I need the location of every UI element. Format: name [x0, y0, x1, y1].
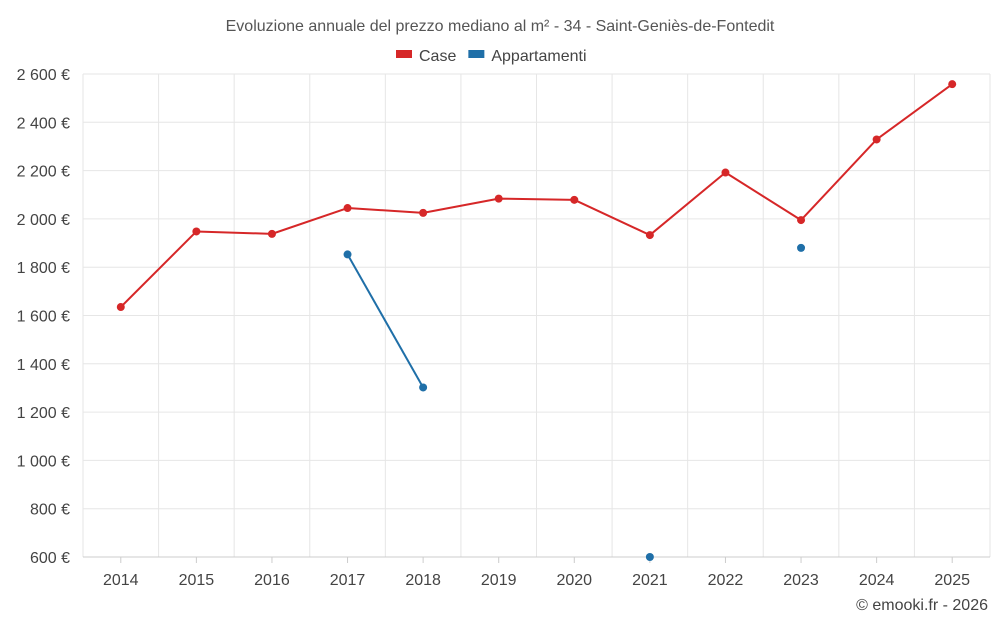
data-point-case[interactable] — [570, 195, 579, 204]
x-tick-label: 2021 — [632, 572, 668, 589]
axes: 600 € 800 € 1 000 € 1 200 € 1 400 € 1 600 € 1 … — [17, 67, 990, 589]
data-point-case[interactable] — [645, 231, 654, 240]
data-point-case[interactable] — [192, 227, 201, 236]
x-tick-label: 2023 — [783, 572, 819, 589]
y-tick-label: 600 € — [30, 550, 70, 567]
x-tick-label: 2022 — [708, 572, 744, 589]
data-point-case[interactable] — [267, 229, 276, 238]
legend-swatch — [468, 50, 485, 58]
x-tick-label: 2016 — [254, 572, 290, 589]
data-point-case[interactable] — [721, 168, 730, 177]
data-point-appartamenti[interactable] — [419, 383, 428, 392]
y-tick-label: 2 000 € — [17, 212, 70, 229]
data-point-case[interactable] — [872, 135, 881, 144]
legend[interactable]: Case Appartamenti — [396, 48, 587, 65]
y-tick-label: 1 600 € — [17, 309, 70, 326]
y-tick-label: 800 € — [30, 502, 70, 519]
series-line-appartamenti — [346, 253, 424, 388]
data-point-case[interactable] — [343, 204, 352, 213]
legend-label: Appartamenti — [491, 48, 586, 65]
series-line-case — [120, 83, 953, 308]
y-tick-label: 1 400 € — [17, 357, 70, 374]
series-case — [116, 80, 957, 312]
data-point-case[interactable] — [494, 194, 503, 203]
y-tick-label: 1 000 € — [17, 453, 70, 470]
y-tick-label: 1 800 € — [17, 260, 70, 277]
legend-swatch — [396, 50, 412, 58]
data-point-appartamenti[interactable] — [797, 243, 806, 252]
data-point-case[interactable] — [419, 208, 428, 217]
legend-label: Case — [419, 48, 456, 65]
data-point-case[interactable] — [797, 216, 806, 225]
credit-text: © emooki.fr - 2026 — [856, 597, 988, 614]
data-point-case[interactable] — [116, 303, 125, 312]
x-tick-label: 2020 — [556, 572, 592, 589]
x-tick-label: 2015 — [179, 572, 215, 589]
gridlines — [82, 73, 991, 557]
x-tick-label: 2019 — [481, 572, 517, 589]
y-tick-label: 2 200 € — [17, 164, 70, 181]
x-tick-label: 2018 — [405, 572, 441, 589]
y-tick-label: 2 600 € — [17, 67, 70, 84]
y-tick-label: 2 400 € — [17, 115, 70, 132]
legend-item-appartamenti[interactable]: Appartamenti — [468, 48, 587, 65]
x-tick-label: 2017 — [330, 572, 366, 589]
chart-title: Evoluzione annuale del prezzo mediano al… — [226, 18, 775, 35]
data-point-appartamenti[interactable] — [343, 250, 352, 259]
y-tick-label: 1 200 € — [17, 405, 70, 422]
series-appartamenti — [343, 243, 806, 561]
x-tick-label: 2014 — [103, 572, 139, 589]
series-layer — [116, 80, 957, 561]
legend-item-case[interactable]: Case — [396, 48, 456, 65]
data-point-case[interactable] — [948, 80, 957, 89]
data-point-appartamenti[interactable] — [645, 553, 654, 561]
x-tick-label: 2025 — [934, 572, 970, 589]
x-tick-label: 2024 — [859, 572, 895, 589]
